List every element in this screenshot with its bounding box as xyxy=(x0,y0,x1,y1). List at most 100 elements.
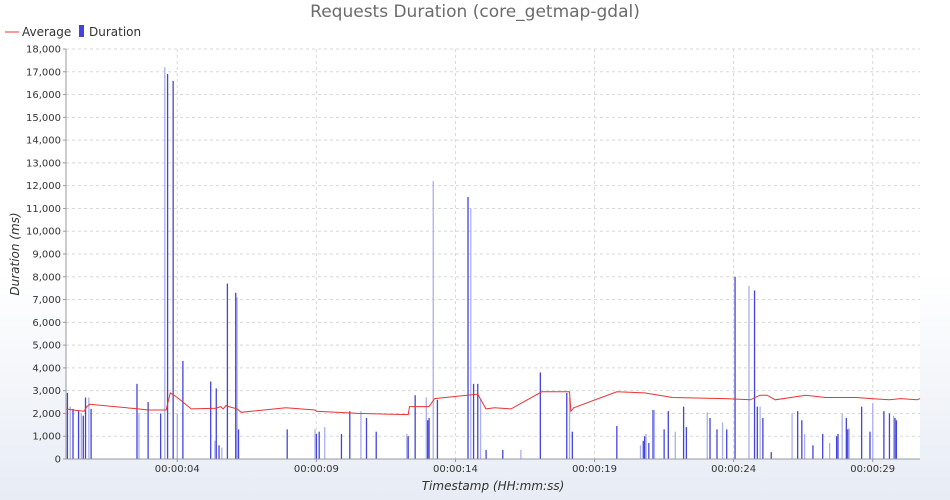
duration-bar xyxy=(685,427,688,459)
duration-bar xyxy=(479,399,482,459)
duration-bar xyxy=(663,429,665,459)
y-tick-label: 10,000 xyxy=(26,227,61,238)
y-axis-label: Duration (ms) xyxy=(8,212,22,295)
duration-bar xyxy=(539,372,541,459)
duration-bar xyxy=(88,397,90,459)
duration-bar xyxy=(147,402,149,459)
y-tick-label: 6,000 xyxy=(32,318,61,329)
duration-bar xyxy=(502,449,504,459)
duration-bar xyxy=(236,297,238,459)
duration-bars xyxy=(66,67,898,460)
duration-bar xyxy=(642,440,644,459)
y-tick-label: 8,000 xyxy=(32,272,61,283)
y-axis-ticks: 0 1,000 2,000 3,000 4,000 5,000 6,000 7,000 8,00… xyxy=(26,45,66,466)
duration-bar xyxy=(822,433,824,459)
duration-bar xyxy=(653,410,656,459)
x-tick-label: 00:00:19 xyxy=(572,464,617,475)
duration-bar xyxy=(82,415,84,459)
duration-bar xyxy=(883,411,885,459)
duration-bar xyxy=(791,413,793,459)
duration-bar xyxy=(425,397,427,459)
duration-bar xyxy=(428,418,430,459)
duration-bar xyxy=(136,383,138,459)
x-tick-label: 00:00:09 xyxy=(294,464,339,475)
duration-bar xyxy=(427,420,429,459)
duration-bar xyxy=(470,208,472,459)
duration-bar xyxy=(753,290,756,459)
duration-bar xyxy=(860,406,863,459)
y-tick-label: 1,000 xyxy=(32,432,61,443)
duration-bar xyxy=(748,285,750,459)
duration-bar xyxy=(759,406,761,459)
duration-bar xyxy=(721,422,724,459)
duration-bar xyxy=(812,445,814,459)
y-tick-label: 11,000 xyxy=(26,204,61,215)
duration-bar xyxy=(892,415,895,459)
duration-bar xyxy=(237,429,240,459)
duration-bar xyxy=(734,276,736,459)
duration-bar xyxy=(639,445,642,459)
y-tick-label: 15,000 xyxy=(26,113,61,124)
y-tick-label: 17,000 xyxy=(26,67,61,78)
duration-bar xyxy=(407,436,409,459)
duration-bar xyxy=(726,429,728,459)
duration-bar xyxy=(571,431,573,459)
duration-bar xyxy=(674,431,676,459)
duration-bar xyxy=(166,74,169,460)
duration-bar xyxy=(837,433,839,459)
duration-bar xyxy=(648,443,650,459)
duration-bar xyxy=(801,420,803,459)
duration-bar xyxy=(414,395,416,459)
duration-bar xyxy=(164,67,166,459)
duration-bar xyxy=(221,447,223,459)
x-axis-label: Timestamp (HH:mm:ss) xyxy=(422,479,565,493)
duration-bar xyxy=(803,433,806,459)
duration-bar xyxy=(828,443,831,459)
duration-bar xyxy=(235,292,237,459)
duration-bar xyxy=(432,181,434,459)
duration-bar xyxy=(845,418,847,459)
legend: Average Duration xyxy=(5,25,141,39)
duration-bar xyxy=(138,413,140,459)
y-tick-label: 7,000 xyxy=(32,295,61,306)
x-axis-ticks: 00:00:04 00:00:09 00:00:14 00:00:19 00:00:24… xyxy=(155,459,895,475)
duration-bar xyxy=(568,397,571,459)
duration-bar xyxy=(218,445,220,459)
duration-bar xyxy=(645,433,647,459)
duration-bar xyxy=(318,431,320,459)
y-tick-label: 2,000 xyxy=(32,409,61,420)
duration-bar xyxy=(182,361,184,459)
gridlines xyxy=(66,48,920,459)
duration-bar xyxy=(159,413,162,459)
duration-bar xyxy=(894,418,896,459)
x-tick-label: 00:00:24 xyxy=(711,464,756,475)
duration-bar xyxy=(841,413,843,459)
x-tick-label: 00:00:29 xyxy=(850,464,895,475)
y-tick-label: 5,000 xyxy=(32,341,61,352)
x-tick-label: 00:00:04 xyxy=(155,464,200,475)
duration-bar xyxy=(667,411,669,459)
duration-bar xyxy=(616,425,618,459)
duration-bar xyxy=(375,431,377,459)
legend-duration-label: Duration xyxy=(89,25,141,39)
duration-bar xyxy=(566,392,568,459)
duration-bar xyxy=(210,381,212,459)
average-line xyxy=(65,391,921,416)
duration-bar xyxy=(644,436,646,459)
duration-bar xyxy=(762,418,764,459)
y-tick-label: 18,000 xyxy=(26,45,61,56)
duration-bar xyxy=(477,383,479,459)
duration-bar xyxy=(706,412,708,459)
duration-bar xyxy=(215,388,217,459)
duration-bar xyxy=(172,80,174,459)
duration-bar xyxy=(869,431,871,459)
x-tick-label: 00:00:14 xyxy=(433,464,478,475)
duration-bar xyxy=(315,433,318,459)
y-tick-label: 0 xyxy=(55,455,61,466)
duration-bar xyxy=(472,383,475,459)
legend-average-label: Average xyxy=(22,25,71,39)
duration-bar xyxy=(214,440,216,459)
duration-bar xyxy=(835,436,838,459)
duration-bar xyxy=(847,429,849,459)
duration-bar xyxy=(716,429,718,459)
